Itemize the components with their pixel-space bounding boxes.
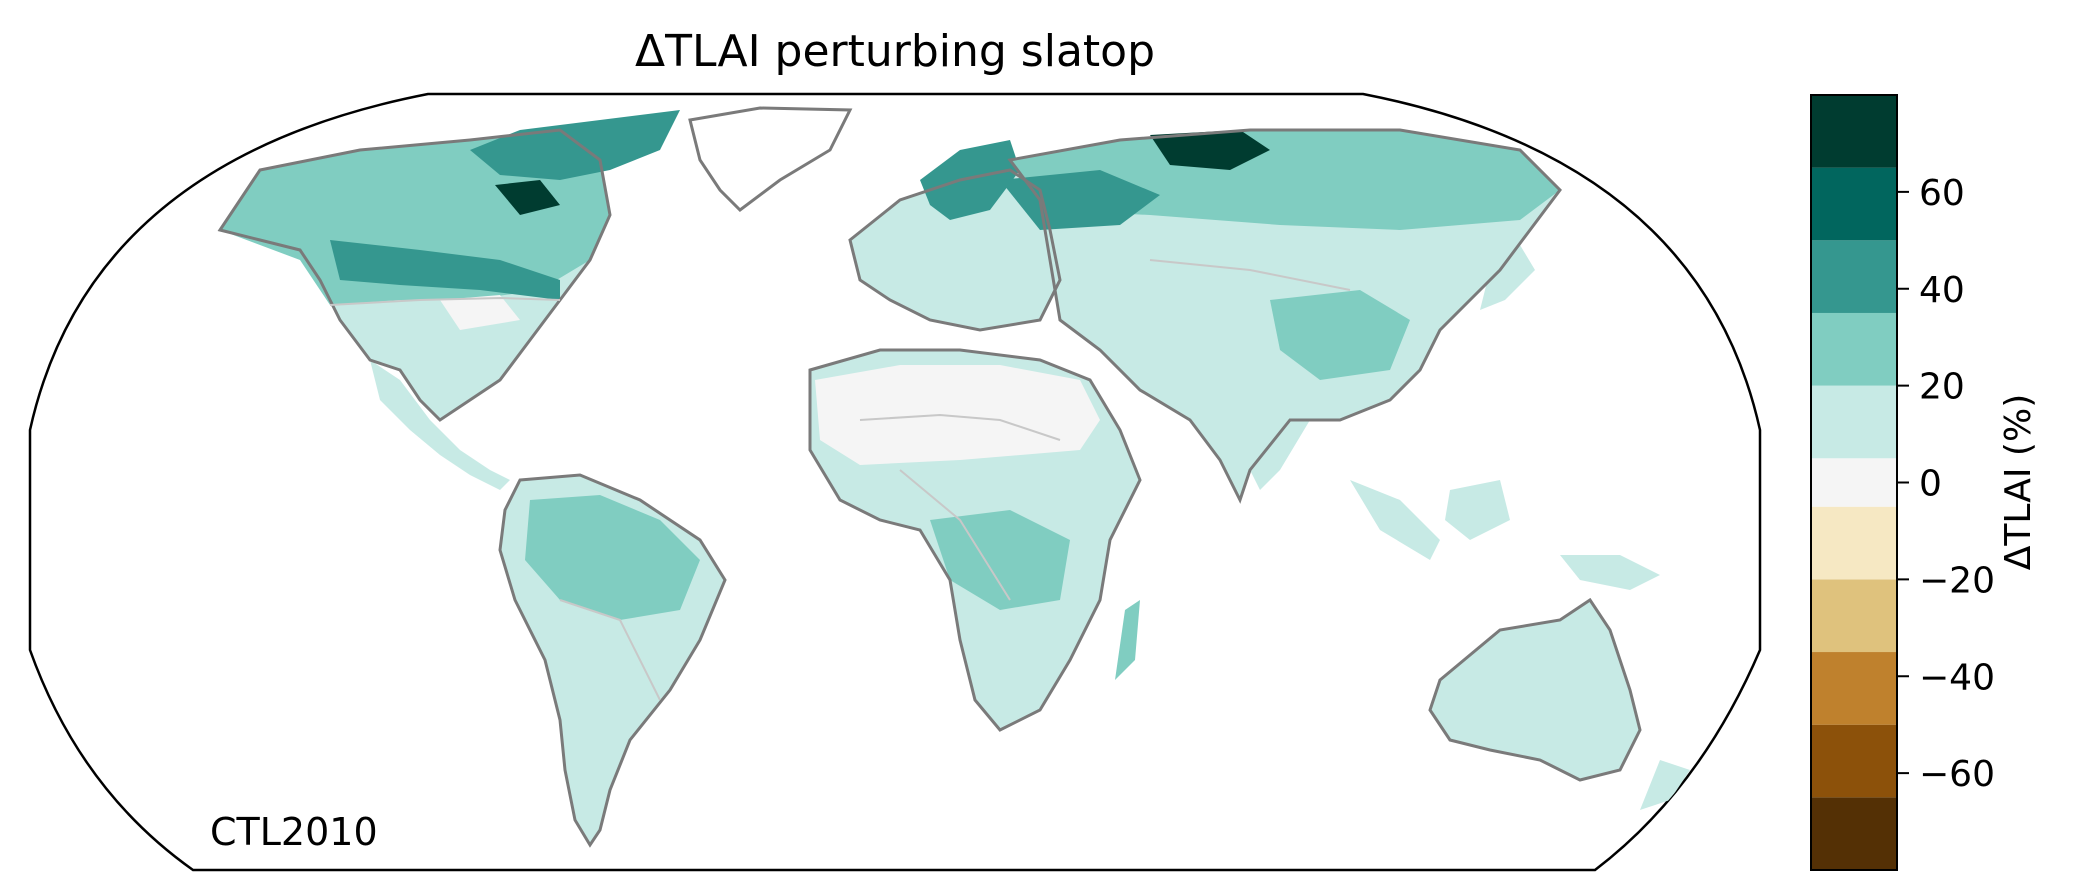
sumatra	[1350, 480, 1440, 560]
colorbar-tick-label: −60	[1919, 754, 1995, 795]
colorbar-ticks: 60 40 20 0 −20 −40 −60	[1897, 173, 1995, 795]
arctic-islands	[470, 110, 680, 180]
colorbar-segment	[1811, 385, 1897, 459]
central-america-land	[370, 360, 510, 490]
colorbar-segments	[1811, 95, 1897, 870]
canada-boreal	[330, 240, 560, 300]
japan	[1480, 245, 1535, 310]
china-band	[1270, 290, 1410, 380]
colorbar-segment	[1811, 95, 1897, 168]
colorbar-segment	[1811, 652, 1897, 725]
scandinavia	[920, 140, 1020, 220]
colorbar-tick-label: −20	[1919, 560, 1995, 601]
colorbar-segment	[1811, 458, 1897, 507]
coastlines	[217, 128, 1642, 848]
europe-land	[850, 170, 1060, 330]
colorbar-segment	[1811, 240, 1897, 313]
new-guinea	[1560, 555, 1660, 590]
amazon-band	[525, 495, 700, 620]
map-title: ΔTLAI perturbing slatop	[635, 26, 1155, 77]
run-annotation: CTL2010	[210, 810, 378, 854]
map-panel: CTL2010	[28, 92, 1762, 872]
colorbar-tick-label: 20	[1919, 367, 1965, 408]
colorbar-tick-label: 0	[1919, 464, 1942, 505]
colorbar-tick-label: 60	[1919, 173, 1965, 214]
siberia-dark	[1150, 130, 1270, 170]
country-borders	[329, 259, 1351, 701]
sahara-neutral	[815, 365, 1100, 465]
great-plains-neutral	[440, 295, 520, 330]
colorbar-label: ΔTLAI (%)	[1998, 394, 2039, 570]
colorbar-segment	[1811, 724, 1897, 798]
hudson-dark	[495, 180, 560, 215]
borneo	[1445, 480, 1510, 540]
colorbar-segment	[1811, 506, 1897, 580]
madagascar	[1115, 600, 1140, 680]
land-layer	[220, 106, 1690, 845]
colorbar-segment	[1811, 579, 1897, 653]
greenland	[688, 106, 853, 212]
siberia-band	[1010, 130, 1560, 230]
colorbar-segment	[1811, 312, 1897, 386]
colorbar-tick-label: −40	[1919, 657, 1995, 698]
colorbar-tick-label: 40	[1919, 270, 1965, 311]
central-africa-band	[930, 510, 1070, 610]
colorbar-segment	[1811, 797, 1897, 870]
colorbar: 60 40 20 0 −20 −40 −60 ΔTLAI (%)	[1810, 94, 2039, 871]
india	[1230, 380, 1310, 490]
new-zealand	[1640, 760, 1690, 810]
russia-teal	[1000, 170, 1160, 230]
colorbar-segment	[1811, 167, 1897, 241]
